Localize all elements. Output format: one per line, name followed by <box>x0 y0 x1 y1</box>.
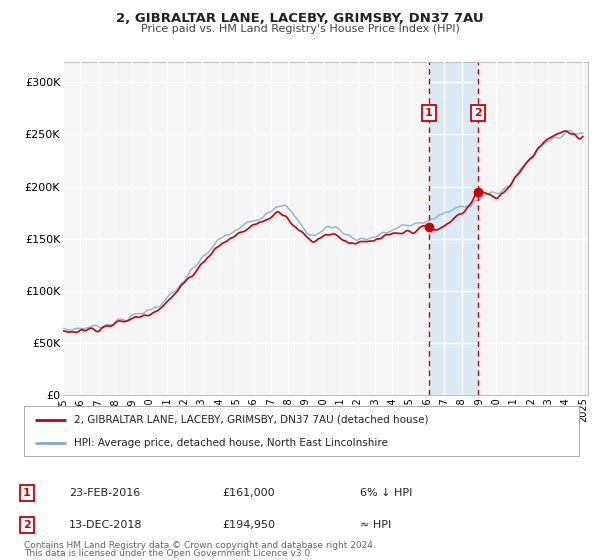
Text: Contains HM Land Registry data © Crown copyright and database right 2024.: Contains HM Land Registry data © Crown c… <box>24 541 376 550</box>
Text: 1: 1 <box>425 108 433 118</box>
Text: 2, GIBRALTAR LANE, LACEBY, GRIMSBY, DN37 7AU: 2, GIBRALTAR LANE, LACEBY, GRIMSBY, DN37… <box>116 12 484 25</box>
Text: This data is licensed under the Open Government Licence v3.0.: This data is licensed under the Open Gov… <box>24 549 313 558</box>
Text: ≈ HPI: ≈ HPI <box>360 520 391 530</box>
Text: Price paid vs. HM Land Registry's House Price Index (HPI): Price paid vs. HM Land Registry's House … <box>140 24 460 34</box>
Text: £161,000: £161,000 <box>222 488 275 498</box>
Bar <box>581 62 592 395</box>
Text: 2, GIBRALTAR LANE, LACEBY, GRIMSBY, DN37 7AU (detached house): 2, GIBRALTAR LANE, LACEBY, GRIMSBY, DN37… <box>74 414 428 424</box>
Text: 2: 2 <box>23 520 31 530</box>
Text: 13-DEC-2018: 13-DEC-2018 <box>69 520 143 530</box>
Text: 1: 1 <box>23 488 31 498</box>
Text: 23-FEB-2016: 23-FEB-2016 <box>69 488 140 498</box>
Bar <box>429 62 478 395</box>
Text: 2: 2 <box>474 108 482 118</box>
Text: 6% ↓ HPI: 6% ↓ HPI <box>360 488 412 498</box>
Text: £194,950: £194,950 <box>222 520 275 530</box>
Text: HPI: Average price, detached house, North East Lincolnshire: HPI: Average price, detached house, Nort… <box>74 438 388 448</box>
